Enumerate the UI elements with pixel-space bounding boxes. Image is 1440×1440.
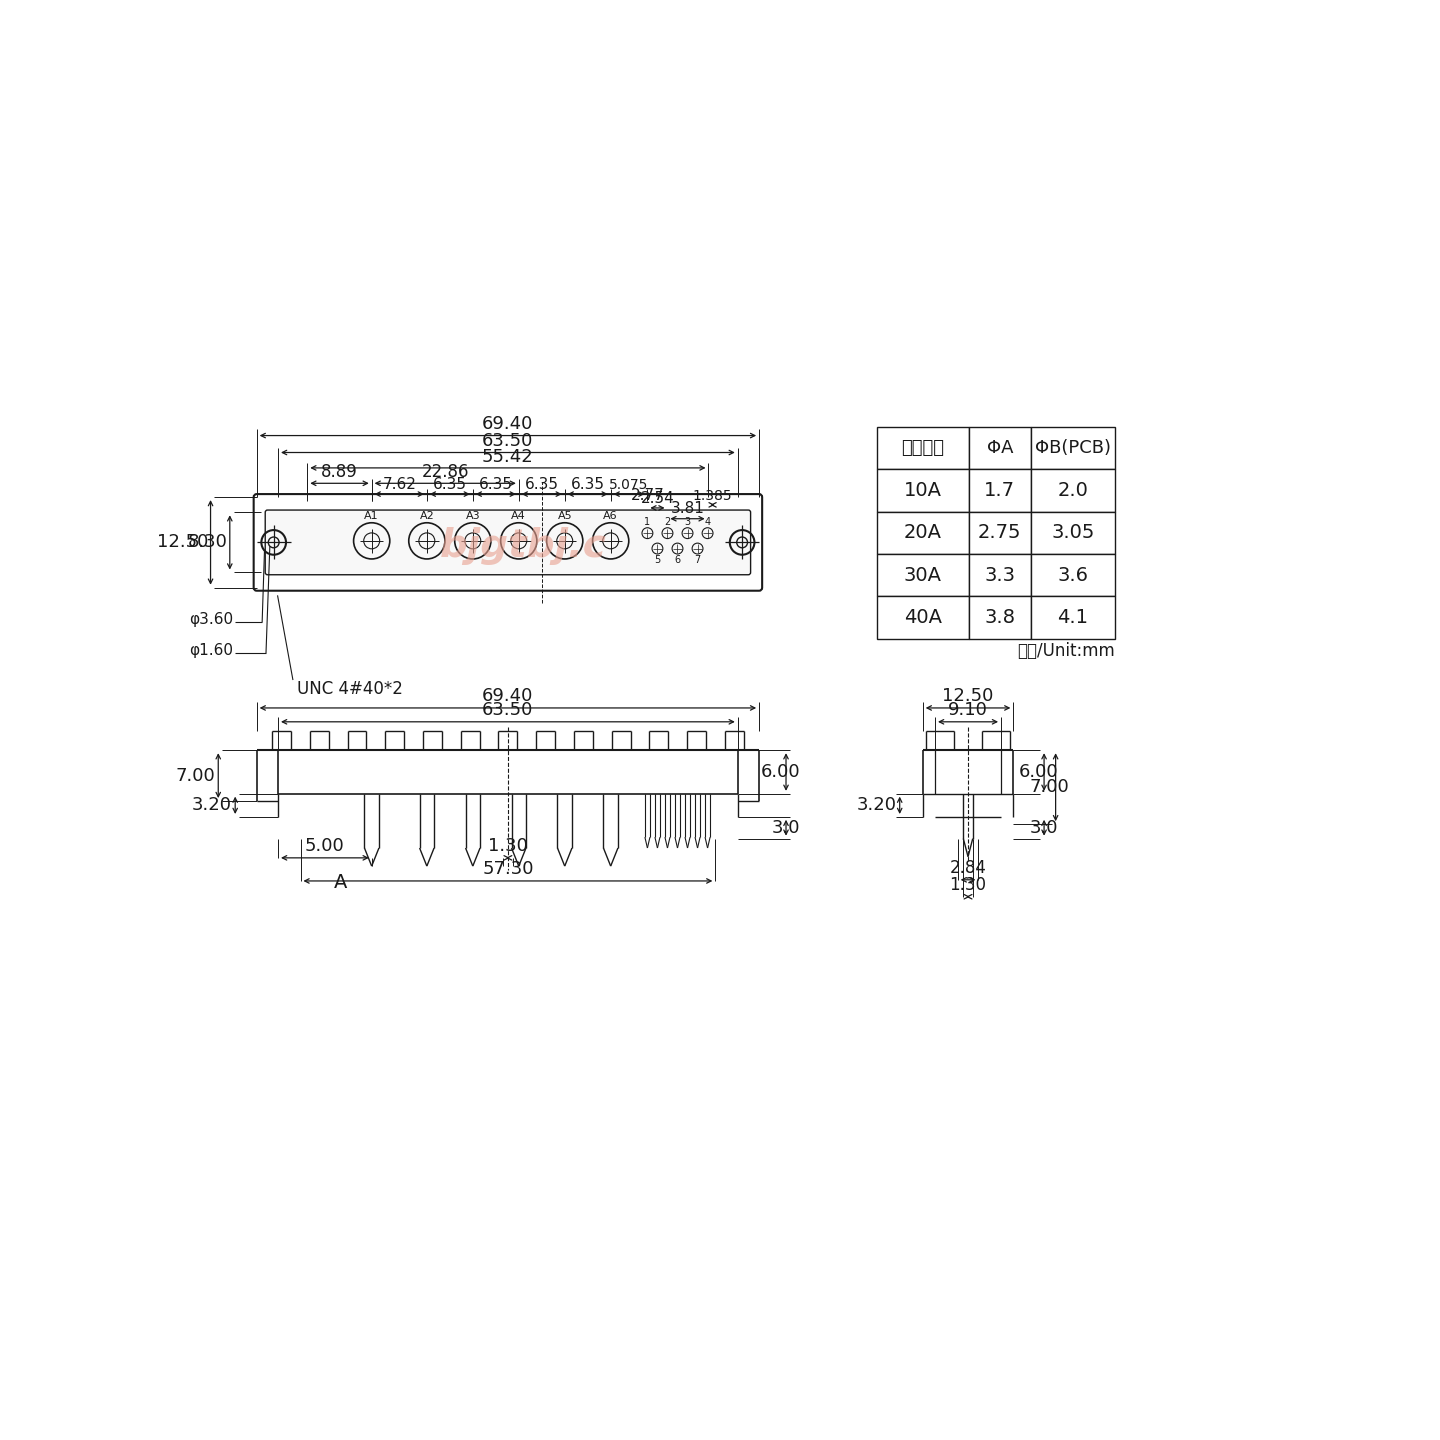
Bar [877, 596, 969, 639]
Text: 8.30: 8.30 [187, 533, 228, 552]
Text: 3.0: 3.0 [772, 819, 799, 837]
Text: 69.40: 69.40 [482, 415, 534, 433]
Text: 6: 6 [674, 554, 681, 564]
Text: A4: A4 [511, 511, 526, 521]
Text: 1.385: 1.385 [693, 488, 733, 503]
Bar [1031, 554, 1116, 596]
Text: 3.20: 3.20 [192, 796, 232, 814]
Text: 9.10: 9.10 [948, 701, 988, 719]
Bar [969, 469, 1031, 511]
Text: 12.50: 12.50 [942, 687, 994, 704]
Text: 2.84: 2.84 [949, 858, 986, 877]
Text: 1.30: 1.30 [488, 837, 528, 855]
Text: 3.0: 3.0 [1030, 819, 1058, 837]
Text: 3.81: 3.81 [671, 501, 704, 517]
Bar [1031, 511, 1116, 554]
Text: 5.00: 5.00 [305, 837, 344, 855]
Text: 63.50: 63.50 [482, 701, 534, 719]
Bar [969, 511, 1031, 554]
Text: 57.30: 57.30 [482, 860, 534, 878]
Text: 6.00: 6.00 [1018, 763, 1058, 780]
Text: 12.50: 12.50 [157, 533, 209, 552]
Text: 6.35: 6.35 [433, 477, 467, 492]
Text: φ3.60: φ3.60 [189, 612, 233, 628]
Bar [969, 426, 1031, 469]
FancyBboxPatch shape [265, 510, 750, 575]
Text: 3.20: 3.20 [857, 796, 897, 814]
Text: 6.00: 6.00 [760, 763, 799, 780]
Text: 单位/Unit:mm: 单位/Unit:mm [1018, 642, 1116, 661]
Text: 7.62: 7.62 [383, 477, 416, 492]
Text: 7.00: 7.00 [176, 766, 215, 785]
Text: 6.35: 6.35 [524, 477, 559, 492]
Text: 3.05: 3.05 [1051, 523, 1094, 543]
Bar [877, 511, 969, 554]
Bar [1031, 426, 1116, 469]
Text: 3.6: 3.6 [1057, 566, 1089, 585]
Text: 1: 1 [644, 517, 651, 527]
Text: A3: A3 [465, 511, 480, 521]
Text: 10A: 10A [904, 481, 942, 500]
Text: φ1.60: φ1.60 [189, 644, 233, 658]
Text: 2: 2 [664, 517, 671, 527]
Text: bjgtbj.c: bjgtbj.c [441, 527, 606, 566]
Text: 2.54: 2.54 [641, 491, 674, 505]
Text: 5.075: 5.075 [609, 478, 649, 492]
Text: 7: 7 [694, 554, 701, 564]
Text: 5: 5 [654, 554, 661, 564]
Text: 6.35: 6.35 [478, 477, 513, 492]
Text: 6.35: 6.35 [570, 477, 605, 492]
Text: 2.77: 2.77 [631, 488, 664, 503]
Text: 2.0: 2.0 [1057, 481, 1089, 500]
Text: 额定电流: 额定电流 [901, 439, 945, 456]
Text: ΦA: ΦA [986, 439, 1014, 456]
Text: 55.42: 55.42 [482, 448, 534, 465]
Text: 2.75: 2.75 [978, 523, 1021, 543]
Text: 69.40: 69.40 [482, 687, 534, 704]
Bar [877, 426, 969, 469]
Text: ΦB(PCB): ΦB(PCB) [1035, 439, 1110, 456]
Text: 3.8: 3.8 [985, 608, 1015, 626]
Bar [1031, 469, 1116, 511]
Text: 4: 4 [704, 517, 710, 527]
Text: 1.7: 1.7 [985, 481, 1015, 500]
Text: 3: 3 [684, 517, 691, 527]
Text: A1: A1 [364, 511, 379, 521]
Text: 3.3: 3.3 [985, 566, 1015, 585]
Text: 7.00: 7.00 [1030, 778, 1070, 796]
Bar [1031, 596, 1116, 639]
Bar [877, 469, 969, 511]
Text: 4.1: 4.1 [1057, 608, 1089, 626]
Text: 63.50: 63.50 [482, 432, 534, 451]
Text: 22.86: 22.86 [422, 464, 469, 481]
Text: 40A: 40A [904, 608, 942, 626]
Text: 1.30: 1.30 [949, 876, 986, 894]
Text: 30A: 30A [904, 566, 942, 585]
Text: 8.89: 8.89 [321, 464, 359, 481]
FancyBboxPatch shape [253, 494, 762, 590]
Text: A: A [334, 873, 347, 893]
Bar [969, 596, 1031, 639]
Bar [969, 554, 1031, 596]
Text: A5: A5 [557, 511, 572, 521]
Text: A6: A6 [603, 511, 618, 521]
Text: UNC 4#40*2: UNC 4#40*2 [297, 680, 403, 698]
Text: A2: A2 [419, 511, 435, 521]
Bar [877, 554, 969, 596]
Text: 20A: 20A [904, 523, 942, 543]
